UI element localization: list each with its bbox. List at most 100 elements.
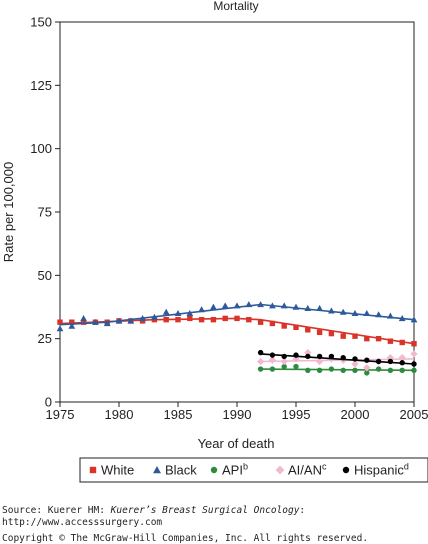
legend: White Black APIb AI/ANc Hispanicd: [79, 457, 428, 483]
x-tick-label: 1975: [46, 407, 75, 422]
plot-frame: [59, 21, 415, 403]
white-data-point: [305, 327, 311, 333]
series-black: [56, 301, 418, 332]
white-data-point: [80, 319, 87, 325]
black-data-point: [221, 302, 229, 309]
x-tick-label: 1980: [105, 407, 134, 422]
x-tick-label: 1995: [282, 407, 311, 422]
white-data-point: [257, 319, 264, 325]
chart-title: Mortality: [213, 0, 258, 13]
black-data-point: [68, 322, 76, 329]
x-tick-label: 1990: [223, 407, 252, 422]
black-data-point: [269, 302, 276, 309]
y-tick-label: 125: [30, 78, 52, 93]
white-data-point: [387, 338, 394, 344]
hispanic-data-point: [328, 353, 335, 360]
legend-item-hispanic: Hispanicd: [342, 462, 409, 478]
white-data-point: [293, 324, 299, 330]
black-data-point: [127, 317, 135, 324]
ai-an-data-point: [410, 350, 418, 358]
black-data-point: [280, 302, 288, 309]
black-data-point: [139, 315, 146, 322]
legend-label-superscript: d: [404, 462, 409, 472]
black-data-point: [56, 325, 64, 332]
copyright-line: Copyright © The McGraw-Hill Companies, I…: [2, 533, 369, 544]
black-data-point: [210, 303, 217, 310]
black-data-point: [186, 309, 194, 317]
source-suffix: :: [299, 505, 306, 516]
api-data-point: [340, 367, 346, 374]
white-data-point: [352, 333, 358, 339]
legend-label-black: Black: [165, 463, 197, 478]
black-trend-line: [59, 303, 415, 326]
ai-an-data-point: [398, 354, 406, 362]
white-data-point: [281, 323, 287, 329]
plot-area: 1975 1980 1985 1990 1995 2000 2005 0 25 50 75 100 12…: [30, 15, 428, 423]
black-data-point: [387, 312, 394, 319]
ai-an-data-point: [351, 360, 359, 368]
white-data-point: [269, 320, 276, 327]
white-data-point: [411, 341, 417, 347]
black-data-point: [103, 320, 111, 327]
white-data-point: [399, 339, 405, 346]
hispanic-data-point: [269, 352, 276, 358]
legend-label-api: APIb: [222, 462, 248, 478]
legend-label-text: AI/AN: [288, 463, 322, 478]
hispanic-data-point: [340, 354, 346, 361]
white-data-point: [364, 335, 370, 342]
hispanic-data-point: [257, 349, 264, 356]
black-data-point: [316, 304, 323, 311]
api-data-point: [399, 367, 405, 374]
source-url[interactable]: http://www.accesssurgery.com: [2, 517, 163, 528]
white-data-point: [328, 330, 335, 337]
api-data-point: [375, 366, 382, 372]
api-data-point: [281, 363, 287, 370]
white-data-point: [187, 315, 193, 322]
legend-label-text: White: [101, 463, 134, 478]
y-tick-label: 50: [38, 268, 52, 283]
y-axis-label: Rate per 100,000: [1, 162, 16, 262]
black-data-point: [151, 313, 158, 320]
legend-marker-black: [153, 466, 161, 474]
api-data-point: [352, 367, 358, 374]
hispanic-data-point: [364, 357, 370, 363]
api-data-point: [293, 363, 299, 370]
legend-marker-api: [210, 466, 218, 474]
legend-box: [79, 457, 428, 483]
black-data-point: [174, 309, 182, 317]
series-white: [57, 315, 417, 347]
legend-item-white: White: [89, 463, 134, 478]
black-data-point: [410, 316, 418, 323]
ai-an-data-point: [363, 364, 371, 372]
black-data-point: [92, 318, 99, 325]
black-data-point: [351, 309, 359, 317]
ai-an-data-point: [315, 357, 324, 366]
white-data-point: [57, 319, 63, 325]
black-data-point: [375, 311, 382, 318]
series-hispanic: [257, 349, 417, 367]
ai-an-data-point: [268, 356, 277, 364]
hispanic-data-point: [316, 353, 323, 360]
black-data-point: [233, 302, 241, 309]
api-data-point: [387, 367, 394, 374]
api-data-point: [305, 367, 311, 374]
hispanic-data-point: [399, 360, 405, 366]
api-data-point: [364, 370, 370, 376]
black-data-point: [198, 306, 205, 313]
white-data-point: [222, 315, 228, 322]
x-axis-label: Year of death: [198, 436, 275, 451]
api-data-point: [411, 367, 417, 374]
black-data-point: [304, 304, 312, 311]
legend-item-api: APIb: [210, 462, 248, 478]
source-line: Source: Kuerer HM: Kuerer’s Breast Surgi…: [2, 505, 305, 516]
hispanic-data-point: [281, 353, 287, 360]
series-api: [257, 363, 417, 376]
x-tick-label: 1985: [164, 407, 193, 422]
black-data-point: [363, 309, 371, 317]
legend-label-text: Hispanic: [354, 463, 404, 478]
ai-an-data-point: [280, 357, 288, 366]
hispanic-data-point: [411, 361, 417, 367]
legend-label-hispanic: Hispanicd: [354, 462, 409, 478]
source-book-title: Kuerer’s Breast Surgical Oncology: [110, 505, 300, 516]
black-data-point: [162, 308, 170, 315]
